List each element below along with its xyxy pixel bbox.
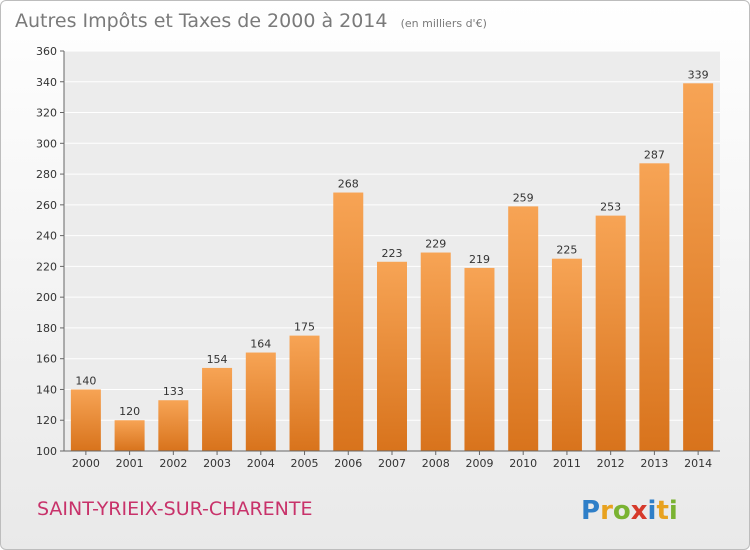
bar: [202, 367, 233, 451]
svg-text:Autres Impôts et Taxes de 2000: Autres Impôts et Taxes de 2000 à 2014 (e…: [15, 10, 487, 32]
bar: [508, 206, 539, 451]
bars: 140 120 133 154 164 175 268 223 229 219 259 225 253 2…: [70, 68, 714, 452]
x-tick-label: 2013: [640, 457, 668, 470]
x-tick-label: 2000: [72, 457, 100, 470]
data-label: 259: [513, 191, 534, 204]
data-label: 268: [338, 178, 359, 191]
data-label: 164: [250, 338, 271, 351]
x-tick-label: 2012: [597, 457, 625, 470]
x-tick-label: 2008: [422, 457, 450, 470]
data-label: 253: [600, 201, 621, 214]
bar: [639, 163, 670, 452]
bar: [551, 258, 582, 451]
axes: 100 120 140 160 180 200 220 240 260 280 300 320 340 3…: [36, 45, 720, 470]
x-tick-label: 2009: [465, 457, 493, 470]
bar: [420, 252, 451, 451]
x-tick-label: 2001: [116, 457, 144, 470]
chart-title: Autres Impôts et Taxes de 2000 à 2014: [15, 10, 388, 32]
data-label: 339: [688, 68, 709, 81]
x-tick-label: 2007: [378, 457, 406, 470]
bar: [289, 335, 320, 451]
data-label: 154: [207, 353, 228, 366]
data-label: 175: [294, 321, 315, 334]
data-label: 133: [163, 385, 184, 398]
x-tick-label: 2011: [553, 457, 581, 470]
bar: [114, 420, 145, 451]
y-tick-label: 320: [36, 107, 57, 120]
y-tick-label: 120: [36, 414, 57, 427]
x-tick-label: 2003: [203, 457, 231, 470]
y-tick-label: 260: [36, 199, 57, 212]
y-tick-label: 100: [36, 445, 57, 458]
y-tick-label: 220: [36, 260, 57, 273]
y-tick-label: 200: [36, 291, 57, 304]
bar: [70, 389, 101, 451]
y-tick-label: 180: [36, 322, 57, 335]
x-tick-label: 2014: [684, 457, 712, 470]
x-tick-label: 2010: [509, 457, 537, 470]
data-label: 120: [119, 405, 140, 418]
y-tick-label: 300: [36, 137, 57, 150]
commune-name: SAINT-YRIEIX-SUR-CHARENTE: [37, 498, 312, 520]
bar: [333, 192, 364, 452]
x-tick-label: 2002: [159, 457, 187, 470]
y-tick-label: 140: [36, 383, 57, 396]
y-tick-label: 340: [36, 76, 57, 89]
y-tick-label: 360: [36, 45, 57, 58]
bar: [377, 261, 407, 451]
proxiti-logo: Proxiti: [581, 496, 678, 526]
bar: [158, 400, 189, 451]
x-tick-label: 2004: [247, 457, 275, 470]
data-label: 219: [469, 253, 490, 266]
data-label: 140: [75, 374, 96, 387]
x-tick-label: 2006: [334, 457, 362, 470]
y-tick-label: 240: [36, 230, 57, 243]
bar: [245, 352, 276, 451]
data-label: 225: [556, 244, 577, 257]
logo-wordmark: Proxiti: [581, 496, 678, 526]
bar: [595, 215, 626, 451]
x-tick-label: 2005: [291, 457, 319, 470]
y-tick-label: 160: [36, 353, 57, 366]
data-label: 287: [644, 148, 665, 161]
y-tick-label: 280: [36, 168, 57, 181]
data-label: 223: [382, 247, 403, 260]
data-label: 229: [425, 238, 446, 251]
bar: [464, 267, 495, 451]
chart-subtitle: (en milliers d'€): [401, 17, 487, 30]
bar: [683, 83, 714, 452]
